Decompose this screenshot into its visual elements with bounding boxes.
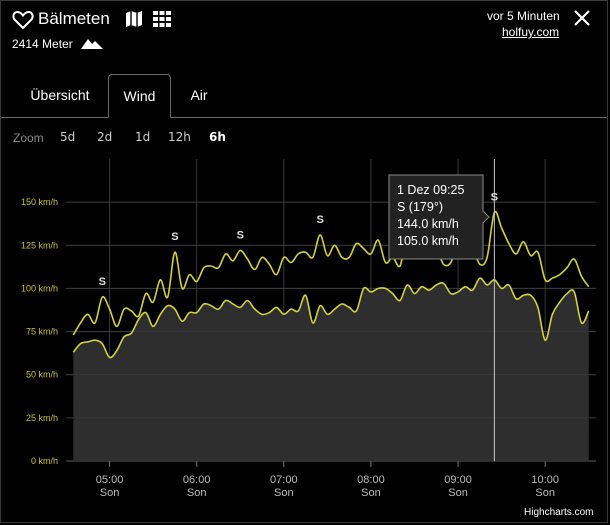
- x-tick-label: 06:00: [183, 474, 211, 486]
- x-tick-sublabel: Son: [100, 487, 120, 499]
- direction-marker: S: [99, 276, 106, 288]
- tab-wind[interactable]: Wind: [108, 74, 171, 118]
- zoom-2d-button[interactable]: 2d: [97, 130, 113, 144]
- y-tick-label: 0 km/h: [31, 456, 58, 466]
- tab-overview[interactable]: Übersicht: [30, 87, 90, 103]
- tooltip-direction: S (179°): [397, 200, 443, 214]
- map-icon[interactable]: [125, 10, 143, 28]
- zoom-6h-button[interactable]: 6h: [209, 130, 226, 144]
- station-header: Bälmeten 2414 Meter vor 5 Minuten holfuy…: [1, 1, 607, 73]
- close-icon[interactable]: [574, 10, 590, 26]
- average-area: [73, 278, 589, 461]
- tab-bar: Übersicht Wind Air: [1, 74, 607, 118]
- x-tick-label: 10:00: [531, 474, 559, 486]
- average-line: [72, 277, 590, 359]
- y-tick-label: 125 km/h: [21, 240, 58, 250]
- y-tick-label: 100 km/h: [21, 283, 58, 293]
- wind-chart[interactable]: 0 km/h 25 km/h 50 km/h 75 km/h 100 km/h 125 k…: [1, 151, 609, 506]
- zoom-1d-button[interactable]: 1d: [135, 130, 151, 144]
- x-tick-sublabel: Son: [187, 487, 207, 499]
- mountain-icon: [81, 39, 103, 49]
- tooltip-time: 1 Dez 09:25: [397, 183, 464, 197]
- y-tick-label: 50 km/h: [26, 370, 58, 380]
- gust-line: [72, 210, 590, 336]
- tooltip-average: 105.0 km/h: [397, 234, 459, 248]
- x-tick-sublabel: Son: [274, 487, 294, 499]
- station-altitude: 2414 Meter: [12, 37, 73, 51]
- tooltip: 1 Dez 09:25 S (179°) 144.0 km/h 105.0 km/h: [388, 174, 490, 260]
- grid-icon[interactable]: [153, 11, 171, 27]
- x-tick-label: 05:00: [96, 474, 124, 486]
- x-tick-sublabel: Son: [448, 487, 468, 499]
- highcharts-credit[interactable]: Highcharts.com: [524, 507, 594, 518]
- last-update-text: vor 5 Minuten: [487, 9, 560, 23]
- x-tick-sublabel: Son: [535, 487, 555, 499]
- zoom-bar: Zoom 5d 2d 1d 12h 6h: [1, 127, 607, 149]
- y-tick-label: 75 km/h: [26, 327, 58, 337]
- x-tick-label: 08:00: [357, 474, 385, 486]
- x-tick-label: 09:00: [444, 474, 472, 486]
- zoom-label: Zoom: [13, 131, 44, 145]
- tooltip-box: [388, 174, 490, 260]
- heart-icon[interactable]: [12, 10, 34, 30]
- zoom-12h-button[interactable]: 12h: [168, 130, 191, 144]
- y-tick-label: 150 km/h: [21, 197, 58, 207]
- direction-marker: S: [171, 231, 178, 243]
- y-tick-label: 25 km/h: [26, 413, 58, 423]
- x-tick-label: 07:00: [270, 474, 298, 486]
- tab-air[interactable]: Air: [190, 87, 208, 103]
- station-title: Bälmeten: [38, 9, 110, 28]
- zoom-5d-button[interactable]: 5d: [60, 130, 76, 144]
- tooltip-gust: 144.0 km/h: [397, 217, 459, 231]
- x-tick-sublabel: Son: [361, 487, 381, 499]
- direction-marker: S: [237, 229, 244, 241]
- source-link[interactable]: holfuy.com: [502, 25, 560, 39]
- direction-marker: S: [316, 214, 323, 226]
